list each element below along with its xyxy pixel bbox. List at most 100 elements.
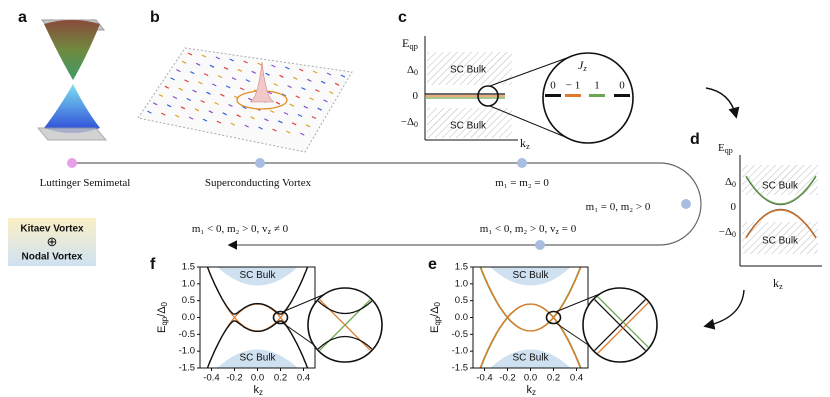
text-part: 0 (732, 230, 736, 239)
spin-arrow (317, 107, 322, 111)
spin-arrow (212, 83, 217, 87)
text-part: z (532, 388, 536, 397)
bulk-label: SC Bulk (450, 121, 487, 132)
plot-area (206, 267, 309, 368)
bulk-label: SC Bulk (762, 181, 799, 192)
flow-arrow (703, 289, 745, 330)
spin-arrow (164, 85, 170, 89)
band-curve (206, 320, 309, 368)
spin-arrow (152, 102, 158, 106)
text-part: Δ (407, 64, 414, 76)
spin-arrow (243, 60, 248, 64)
inset-label: Jz (578, 58, 587, 73)
spin-arrow (273, 83, 278, 87)
y-tick-label: 0.5 (182, 295, 195, 306)
x-tick-label: -0.4 (203, 373, 219, 384)
spin-arrow (147, 110, 152, 114)
spin-arrow (301, 87, 306, 91)
axis-label: kz (527, 384, 537, 397)
spin-arrow (275, 101, 281, 105)
spin-arrow (309, 97, 314, 101)
mode-bar (589, 94, 605, 97)
spin-arrow (215, 56, 221, 60)
spin-arrow (222, 112, 227, 116)
flow-arrow (705, 87, 740, 119)
text-part: z (582, 63, 587, 73)
spin-arrow (206, 91, 211, 95)
level-label: 0 (731, 201, 737, 213)
band-curve (479, 267, 582, 332)
spin-arrow (176, 69, 181, 73)
spin-arrow (289, 103, 295, 107)
path-label: m₁ < 0, m₂ > 0, vz ≠ 0 (192, 223, 289, 236)
spin-arrow (180, 106, 186, 110)
panel-letter: c (398, 9, 407, 26)
level-label: −Δ0 (719, 226, 736, 239)
axis-label: Eqp/Δ0 (429, 301, 442, 333)
band-line (309, 289, 381, 361)
text-part: m₁ = 0, m₂ > 0 (586, 201, 651, 213)
spin-arrow (174, 114, 180, 118)
plane (36, 127, 108, 141)
spin-arrow (279, 74, 284, 78)
band-line (584, 289, 656, 361)
x-tick-label: -0.2 (226, 373, 242, 384)
spin-arrow (278, 120, 283, 124)
spin-arrow (220, 93, 225, 97)
spin-arrow (188, 116, 194, 120)
y-tick-label: 0.0 (182, 312, 195, 323)
x-tick-label: -0.4 (476, 373, 492, 384)
y-tick-label: -0.5 (452, 329, 468, 340)
y-tick-label: 1.5 (455, 262, 468, 273)
text-part: −Δ (401, 116, 414, 128)
y-tick-label: -0.5 (179, 329, 195, 340)
x-tick-label: 0.2 (274, 373, 287, 384)
x-tick-label: 0.4 (297, 373, 310, 384)
text-part: 0 (433, 301, 442, 306)
bulk-region (217, 349, 298, 368)
spin-arrow (295, 95, 300, 99)
spin-arrow (298, 68, 304, 72)
spin-arrow (161, 112, 166, 116)
result-symbol: ⊕ (47, 234, 58, 249)
x-tick-label: 0.0 (251, 373, 264, 384)
text-part: k (520, 136, 526, 150)
path-dot (517, 158, 527, 168)
spin-arrow (181, 60, 187, 64)
path-label: m₁ = m₂ = 0 (495, 177, 549, 189)
spin-arrow (190, 71, 195, 75)
spin-arrow (285, 66, 290, 70)
bulk-region (427, 108, 512, 138)
text-part: 0 (160, 301, 169, 306)
text-part: qp (160, 316, 169, 325)
spin-arrow (170, 77, 175, 81)
y-tick-label: -1.0 (179, 346, 195, 357)
bulk-label: SC Bulk (239, 353, 276, 364)
spin-arrow (239, 87, 245, 91)
zoom-line (489, 54, 576, 87)
text-part: E (429, 326, 441, 333)
text-part: 0 (414, 120, 418, 129)
text-part: k (773, 276, 779, 290)
mode-bar (545, 94, 561, 97)
x-tick-label: -0.2 (499, 373, 515, 384)
axis-label: Eqp/Δ0 (156, 301, 169, 333)
bulk-region (490, 267, 571, 286)
panel-letter: b (150, 9, 160, 26)
text-part: qp (433, 316, 442, 325)
path-dot (681, 199, 691, 209)
spin-arrow (272, 128, 277, 132)
text-part: z (268, 227, 272, 236)
bulk-label: SC Bulk (762, 236, 799, 247)
mode-bar (565, 94, 581, 97)
spin-arrow (172, 95, 178, 100)
spin-arrow (286, 130, 291, 134)
spin-arrow (340, 74, 346, 78)
plot-area (479, 267, 582, 368)
text-part: E (402, 36, 409, 50)
spin-arrow (291, 122, 297, 126)
y-tick-label: 1.5 (182, 262, 195, 273)
text-part: Luttinger Semimetal (40, 177, 131, 189)
axis-label: Eqp (402, 36, 418, 51)
